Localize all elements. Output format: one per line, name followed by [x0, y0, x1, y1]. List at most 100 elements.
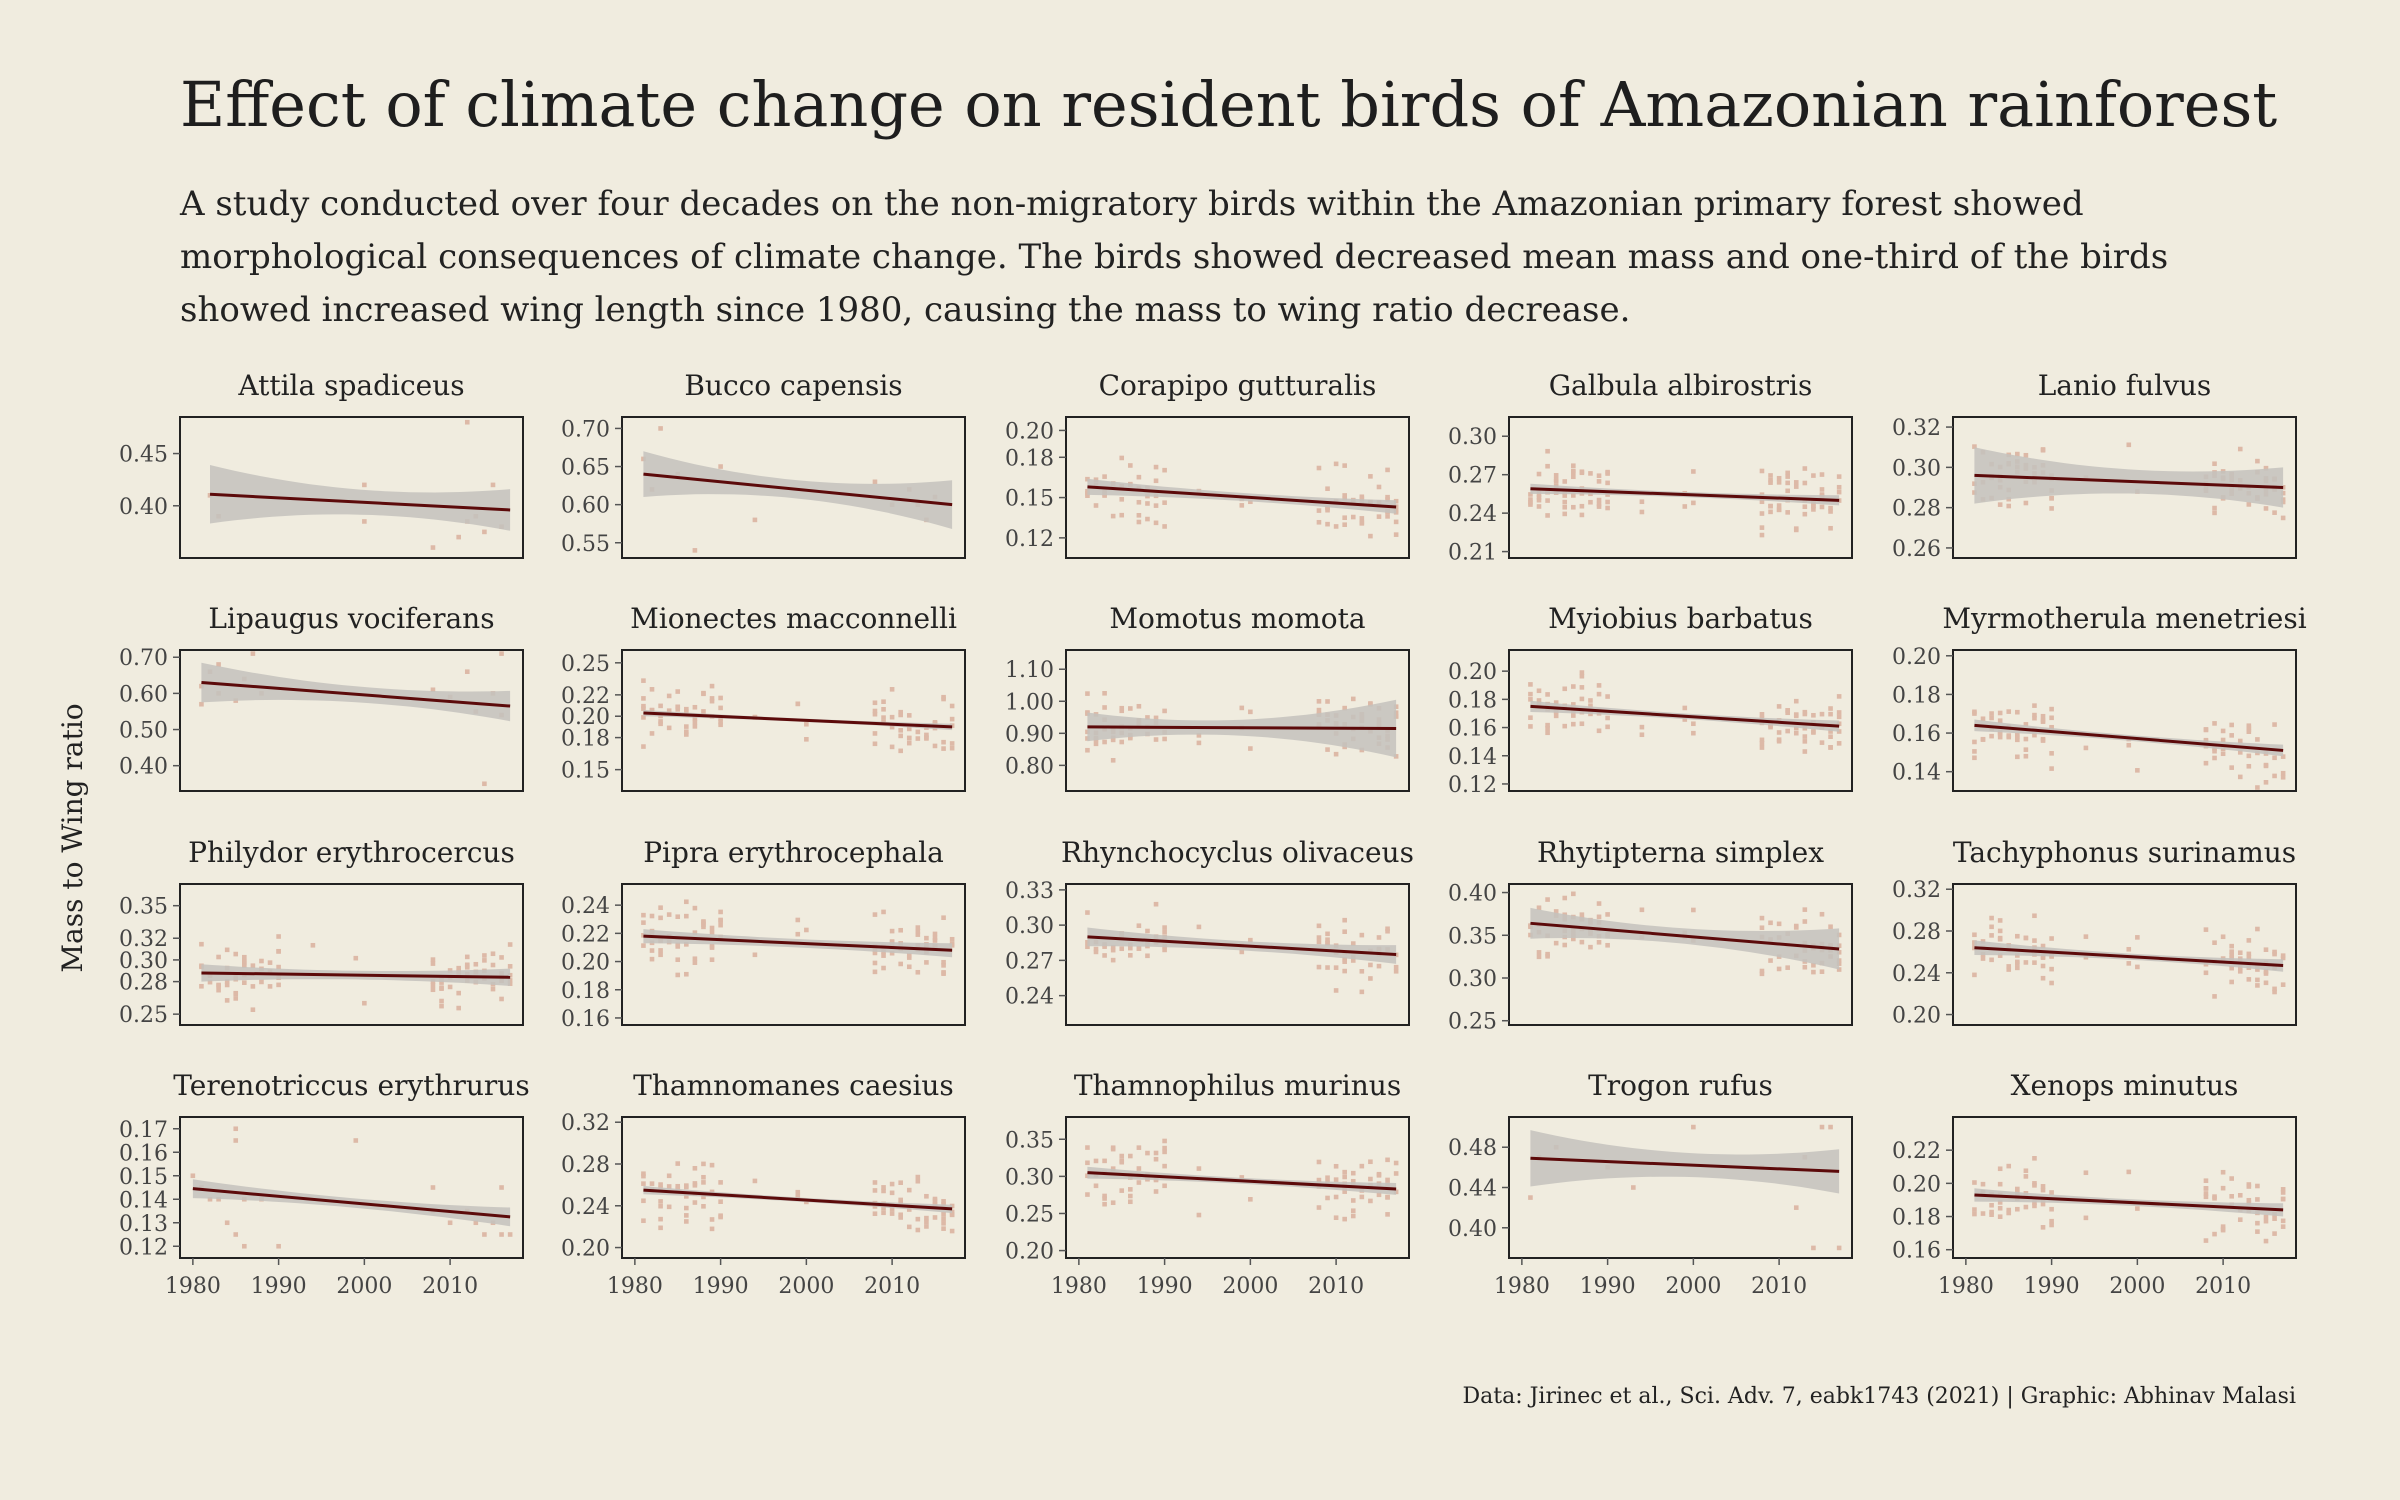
data-point [692, 905, 698, 911]
data-point [1553, 940, 1559, 946]
data-point [2015, 709, 2020, 715]
data-point [641, 1218, 646, 1224]
data-point [1997, 918, 2003, 923]
data-point [684, 1194, 689, 1199]
data-point [456, 965, 461, 971]
x-tick-label: 1980 [165, 1274, 221, 1299]
data-point [1980, 736, 1986, 742]
data-point [898, 1212, 903, 1218]
data-point [658, 915, 663, 921]
data-point [439, 985, 444, 990]
data-point [456, 1005, 461, 1011]
data-point [1528, 1195, 1533, 1200]
data-point [1819, 969, 1825, 974]
data-point [641, 715, 646, 720]
data-point [658, 703, 663, 709]
data-point [1119, 1188, 1125, 1193]
data-point [1385, 1212, 1390, 1217]
data-point [1153, 503, 1159, 508]
data-point [2015, 734, 2020, 740]
data-point [207, 979, 213, 985]
data-point [1691, 730, 1696, 736]
data-point [2229, 722, 2234, 728]
data-point [1162, 1145, 1167, 1151]
data-point [2135, 768, 2140, 773]
data-point [1802, 749, 1808, 754]
data-point [1836, 961, 1842, 966]
data-point [915, 736, 921, 741]
data-point [2006, 503, 2012, 509]
data-point [1385, 467, 1390, 473]
data-point [1136, 512, 1142, 518]
data-point [1162, 467, 1167, 473]
data-point [1980, 716, 1986, 722]
data-point [1802, 907, 1808, 912]
data-point [881, 1210, 886, 1216]
data-point [701, 1161, 706, 1167]
data-point [1972, 755, 1977, 761]
panel-frame [179, 1116, 524, 1259]
data-point [1393, 519, 1399, 525]
data-point [1248, 709, 1253, 715]
data-point [1579, 503, 1585, 509]
data-point [242, 958, 247, 964]
data-point [2049, 506, 2054, 511]
data-point [949, 1209, 955, 1215]
panel-frame [1952, 649, 2297, 792]
facet-panel: Tachyphonus surinamus 0.20 0.24 0.28 0.32 [1892, 836, 2297, 1029]
data-point [1393, 532, 1399, 537]
data-point [1239, 705, 1245, 711]
data-point [701, 1194, 706, 1200]
y-tick-label: 0.30 [1448, 967, 1497, 992]
data-point [1605, 942, 1610, 948]
data-point [1980, 1181, 1986, 1187]
data-point [915, 729, 921, 735]
data-point [1153, 478, 1159, 484]
y-tick-label: 0.20 [1892, 645, 1941, 670]
y-tick-label: 0.15 [1005, 487, 1054, 512]
data-point [224, 979, 230, 984]
data-point [1102, 944, 1107, 949]
data-point [649, 956, 655, 962]
data-point [1316, 519, 1322, 525]
data-point [1085, 944, 1090, 950]
data-point [2212, 461, 2217, 467]
data-point [2255, 926, 2260, 932]
data-point [1119, 497, 1125, 502]
x-tick-label: 1990 [1137, 1274, 1193, 1299]
data-point [1536, 698, 1542, 703]
data-point [1691, 469, 1696, 474]
y-tick-label: 0.45 [119, 443, 168, 468]
panel-frame [1508, 649, 1853, 792]
data-point [1085, 747, 1090, 753]
data-point [709, 683, 715, 689]
data-point [2280, 499, 2286, 505]
data-point [1776, 507, 1782, 513]
data-point [233, 1138, 239, 1143]
data-point [1145, 516, 1150, 522]
facet-title: Lipaugus vociferans [208, 602, 494, 635]
facet-title: Rhytipterna simplex [1537, 836, 1824, 869]
data-point [2212, 510, 2217, 516]
data-point [276, 982, 281, 988]
data-point [924, 960, 929, 965]
data-point [2023, 500, 2029, 506]
data-point [915, 1174, 921, 1180]
data-point [1828, 505, 1833, 511]
data-point [1828, 729, 1833, 734]
data-point [1119, 946, 1125, 952]
data-point [259, 958, 264, 964]
panel-frame [1952, 1116, 2297, 1259]
data-point [658, 948, 663, 953]
data-point [353, 955, 359, 961]
data-point [190, 1173, 196, 1179]
data-point [1768, 480, 1773, 485]
data-point [2246, 1200, 2252, 1205]
data-point [1605, 715, 1610, 721]
data-point [447, 968, 453, 973]
data-point [2229, 765, 2234, 770]
data-point [709, 943, 715, 949]
data-point [906, 1187, 912, 1193]
data-point [1811, 730, 1816, 735]
data-point [2255, 1197, 2260, 1202]
